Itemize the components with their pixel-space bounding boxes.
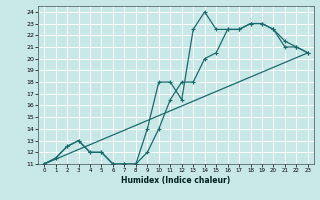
X-axis label: Humidex (Indice chaleur): Humidex (Indice chaleur) <box>121 176 231 185</box>
